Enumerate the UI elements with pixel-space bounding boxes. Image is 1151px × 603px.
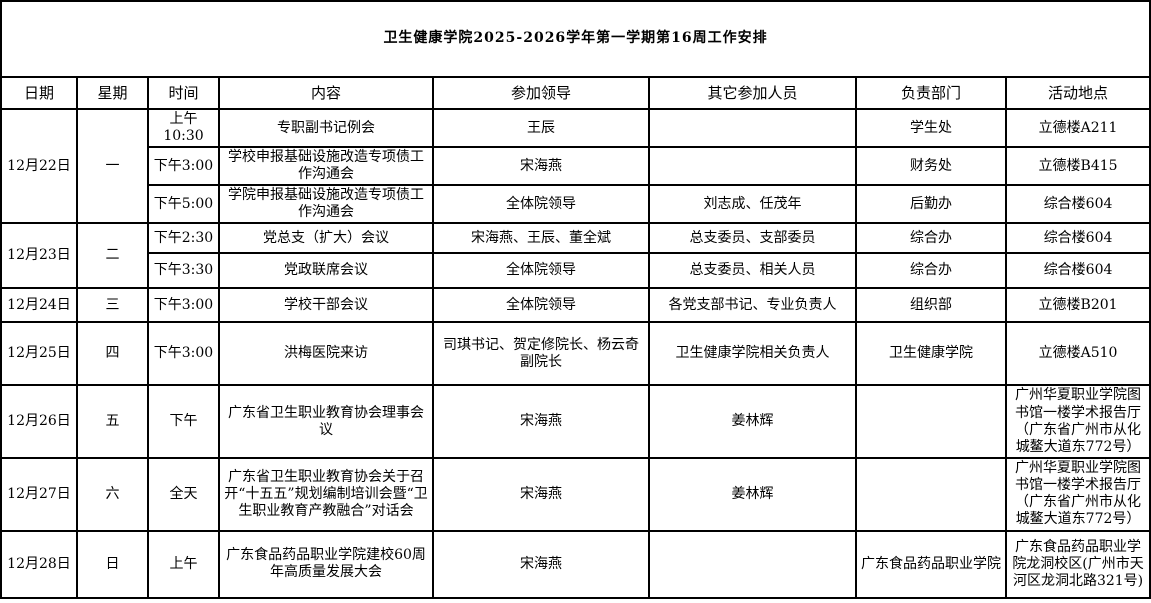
weekday-cell: 四: [76, 321, 149, 387]
dept-cell: 综合办: [855, 252, 1007, 290]
table-row: 下午5:00 学院申报基础设施改造专项债工作沟通会 全体院领导 刘志成、任茂年 …: [1, 184, 1151, 225]
weekday-cell: 一: [76, 107, 149, 225]
table-row: 12月24日 三 下午3:00 学校干部会议 全体院领导 各党支部书记、专业负责…: [0, 287, 1151, 324]
location-cell: 立德楼B415: [1004, 146, 1151, 187]
dept-cell: 组织部: [855, 287, 1007, 324]
dept-cell: [855, 456, 1007, 532]
date-cell: 12月27日: [0, 456, 78, 532]
title-row: 卫生健康学院2025-2026学年第一学期第16周工作安排: [0, 0, 1151, 78]
time-cell: 上午 10:30: [147, 107, 220, 149]
page-title: 卫生健康学院2025-2026学年第一学期第16周工作安排: [0, 0, 1151, 78]
time-cell: 下午3:00: [147, 287, 220, 324]
content-cell: 学校干部会议: [218, 287, 434, 324]
content-cell: 洪梅医院来访: [218, 321, 434, 387]
table-row: 12月28日 日 上午 广东食品药品职业学院建校60周年高质量发展大会 宋海燕 …: [0, 529, 1151, 599]
table-row: 12月22日 一 上午 10:30 专职副书记例会 王辰 学生处 立德楼A211: [0, 107, 1151, 225]
leaders-cell: 宋海燕: [432, 456, 650, 532]
column-header-date: 日期: [0, 76, 78, 110]
time-cell: 下午3:00: [147, 146, 220, 187]
content-cell: 党总支（扩大）会议: [218, 222, 434, 255]
column-header-others: 其它参加人员: [648, 76, 857, 110]
leaders-cell: 王辰: [432, 107, 650, 149]
others-cell: 总支委员、相关人员: [648, 252, 857, 290]
location-cell: 综合楼604: [1004, 252, 1151, 290]
leaders-cell: 全体院领导: [432, 252, 650, 290]
table-row: 下午3:00 学校申报基础设施改造专项债工作沟通会 宋海燕 财务处 立德楼B41…: [1, 146, 1151, 187]
leaders-cell: 宋海燕: [432, 384, 650, 459]
others-cell: 卫生健康学院相关负责人: [648, 321, 857, 387]
dept-cell: 学生处: [855, 107, 1007, 149]
time-cell: 上午: [147, 529, 220, 599]
date-cell: 12月23日: [0, 222, 78, 290]
dept-cell: 卫生健康学院: [855, 321, 1007, 387]
header-row: 日期 星期 时间 内容 参加领导 其它参加人员 负责部门 活动地点: [0, 76, 1151, 110]
location-cell: 综合楼604: [1004, 222, 1151, 255]
location-cell: 广州华夏职业学院图书馆一楼学术报告厅（广东省广州市从化城鳌大道东772号）: [1004, 456, 1151, 532]
column-header-content: 内容: [218, 76, 434, 110]
content-cell: 专职副书记例会: [218, 107, 434, 149]
others-cell: 总支委员、支部委员: [648, 222, 857, 255]
weekday-cell: 五: [76, 384, 149, 459]
table-row: 12月25日 四 下午3:00 洪梅医院来访 司琪书记、贺定修院长、杨云奇副院长…: [0, 321, 1151, 387]
column-header-weekday: 星期: [76, 76, 149, 110]
date-cell: 12月28日: [0, 529, 78, 599]
others-cell: [648, 529, 857, 599]
column-header-leaders: 参加领导: [432, 76, 650, 110]
weekday-cell: 日: [76, 529, 149, 599]
location-cell: 广州华夏职业学院图书馆一楼学术报告厅（广东省广州市从化城鳌大道东772号）: [1004, 384, 1151, 459]
leaders-cell: 宋海燕: [432, 146, 650, 187]
dept-cell: 综合办: [855, 222, 1007, 255]
dept-cell: 财务处: [855, 146, 1007, 187]
date-cell: 12月22日: [0, 107, 78, 225]
column-header-dept: 负责部门: [855, 76, 1007, 110]
time-cell: 下午3:30: [147, 252, 220, 290]
table-row: 下午3:30 党政联席会议 全体院领导 总支委员、相关人员 综合办 综合楼604: [1, 252, 1151, 290]
leaders-cell: 宋海燕: [432, 529, 650, 599]
others-cell: 各党支部书记、专业负责人: [648, 287, 857, 324]
time-cell: 下午3:00: [147, 321, 220, 387]
others-cell: [648, 107, 857, 149]
content-cell: 广东省卫生职业教育协会理事会议: [218, 384, 434, 459]
content-cell: 广东食品药品职业学院建校60周年高质量发展大会: [218, 529, 434, 599]
location-cell: 综合楼604: [1004, 184, 1151, 225]
content-cell: 党政联席会议: [218, 252, 434, 290]
location-cell: 立德楼A510: [1004, 321, 1151, 387]
table-row: 12月23日 二 下午2:30 党总支（扩大）会议 宋海燕、王辰、董全斌 总支委…: [0, 222, 1151, 290]
leaders-cell: 全体院领导: [432, 287, 650, 324]
column-header-location: 活动地点: [1004, 76, 1151, 110]
date-cell: 12月25日: [0, 321, 78, 387]
weekday-cell: 六: [76, 456, 149, 532]
table-row: 12月26日 五 下午 广东省卫生职业教育协会理事会议 宋海燕 姜林辉 广州华夏…: [0, 384, 1151, 459]
date-cell: 12月24日: [0, 287, 78, 324]
location-cell: 立德楼B201: [1004, 287, 1151, 324]
others-cell: [648, 146, 857, 187]
content-cell: 学校申报基础设施改造专项债工作沟通会: [218, 146, 434, 187]
content-cell: 学院申报基础设施改造专项债工作沟通会: [218, 184, 434, 225]
column-header-time: 时间: [147, 76, 220, 110]
time-cell: 下午5:00: [147, 184, 220, 225]
leaders-cell: 宋海燕、王辰、董全斌: [432, 222, 650, 255]
others-cell: 刘志成、任茂年: [648, 184, 857, 225]
time-cell: 下午2:30: [147, 222, 220, 255]
leaders-cell: 全体院领导: [432, 184, 650, 225]
date-cell: 12月26日: [0, 384, 78, 459]
leaders-cell: 司琪书记、贺定修院长、杨云奇副院长: [432, 321, 650, 387]
weekday-cell: 三: [76, 287, 149, 324]
others-cell: 姜林辉: [648, 384, 857, 459]
location-cell: 广东食品药品职业学院龙洞校区(广州市天河区龙洞北路321号): [1004, 529, 1151, 599]
dept-cell: 广东食品药品职业学院: [855, 529, 1007, 599]
time-cell: 下午: [147, 384, 220, 459]
time-cell: 全天: [147, 456, 220, 532]
location-cell: 立德楼A211: [1004, 107, 1151, 149]
table-row: 12月27日 六 全天 广东省卫生职业教育协会关于召开“十五五”规划编制培训会暨…: [0, 456, 1151, 532]
others-cell: 姜林辉: [648, 456, 857, 532]
dept-cell: [855, 384, 1007, 459]
content-cell: 广东省卫生职业教育协会关于召开“十五五”规划编制培训会暨“卫生职业教育产教融合”…: [218, 456, 434, 532]
weekday-cell: 二: [76, 222, 149, 290]
dept-cell: 后勤办: [855, 184, 1007, 225]
